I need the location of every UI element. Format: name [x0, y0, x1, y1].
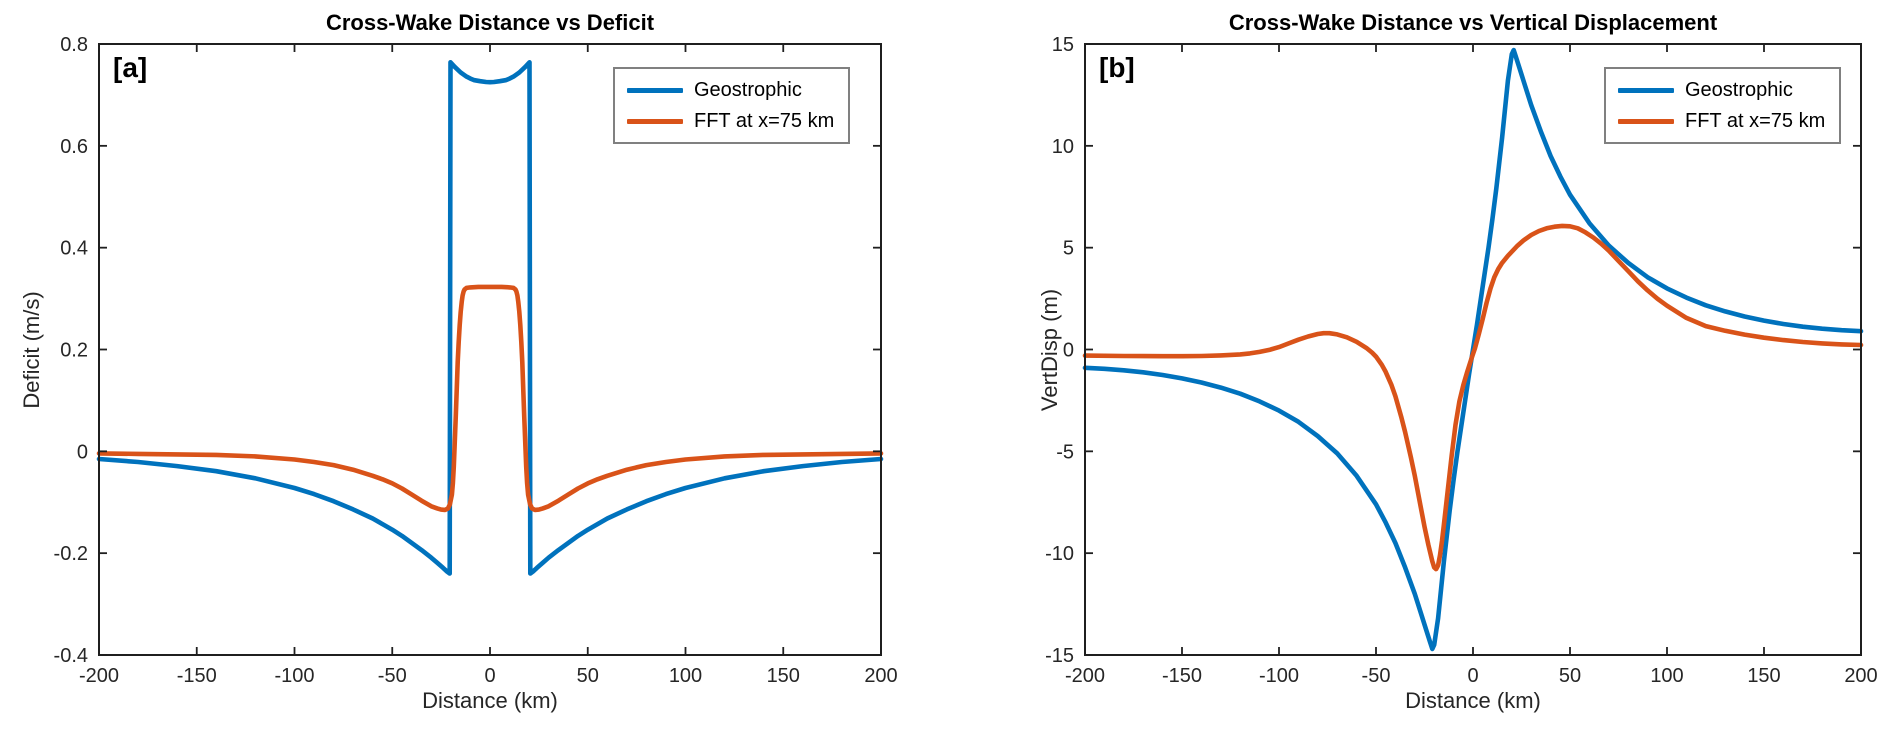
y-tick-label: 15	[1052, 34, 1074, 56]
legend-line-swatch-fft	[1618, 118, 1674, 124]
x-tick-label: 150	[1747, 665, 1780, 687]
y-tick-label: 5	[1063, 238, 1074, 260]
panel-a-corner-label: [a]	[113, 52, 148, 83]
y-tick-label: -10	[1045, 543, 1074, 565]
x-tick-label: 100	[1650, 665, 1683, 687]
y-tick-label: -15	[1045, 645, 1074, 667]
y-tick-label: -5	[1056, 441, 1074, 463]
legend-entry-geostrophic: Geostrophic	[1618, 78, 1825, 102]
x-tick-label: -100	[1259, 665, 1299, 687]
legend-line-swatch-geostrophic	[1618, 87, 1674, 93]
x-tick-label: -150	[177, 665, 217, 687]
x-tick-label: 0	[484, 665, 495, 687]
panel-a-legend: Geostrophic FFT at x=75 km	[613, 67, 851, 144]
y-tick-label: 0	[1063, 340, 1074, 362]
panel-a: -200 -150 -100 -50 0 50 100 150 200 -0.4 -0.2 0 0.2 0…	[19, 10, 898, 713]
y-tick-label: -0.2	[54, 543, 88, 565]
x-tick-label: 200	[1844, 665, 1877, 687]
series-line-fft	[96, 284, 884, 513]
legend-entry-geostrophic: Geostrophic	[627, 78, 834, 102]
panel-b-title: Cross-Wake Distance vs Vertical Displace…	[1228, 10, 1718, 35]
x-tick-label: -200	[79, 665, 119, 687]
panel-a-ylabel: Deficit (m/s)	[19, 290, 44, 409]
x-tick-label: 50	[577, 665, 599, 687]
y-tick-label: 0	[77, 441, 88, 463]
y-tick-label: 0.2	[60, 340, 88, 362]
x-tick-label: 50	[1559, 665, 1581, 687]
panel-b: -200 -150 -100 -50 0 50 100 150 200 -15 -10 -5 0 5 10 1…	[946, 0, 1892, 753]
x-tick-label: 150	[767, 665, 800, 687]
panel-b-ylabel: VertDisp (m)	[1037, 288, 1062, 411]
x-tick-label: -100	[274, 665, 314, 687]
x-tick-label: -150	[1162, 665, 1202, 687]
y-tick-label: 10	[1052, 136, 1074, 158]
legend-line-swatch-geostrophic	[627, 87, 683, 93]
series-line-geostrophic	[96, 59, 884, 576]
x-tick-label: -50	[1362, 665, 1391, 687]
y-tick-label: 0.8	[60, 34, 88, 56]
legend-label-fft: FFT at x=75 km	[694, 110, 835, 132]
x-tick-label: 100	[669, 665, 702, 687]
legend-entry-fft: FFT at x=75 km	[1618, 109, 1825, 133]
y-tick-label: 0.6	[60, 136, 88, 158]
panel-b-legend: Geostrophic FFT at x=75 km	[1604, 67, 1842, 144]
legend-line-swatch-fft	[627, 118, 683, 124]
legend-label-geostrophic: Geostrophic	[1685, 79, 1793, 101]
legend-label-fft: FFT at x=75 km	[1685, 110, 1826, 132]
x-tick-label: 0	[1467, 665, 1478, 687]
x-tick-label: 200	[864, 665, 897, 687]
y-tick-label: 0.4	[60, 238, 88, 260]
panel-a-title: Cross-Wake Distance vs Deficit	[325, 10, 655, 35]
panel-b-xlabel: Distance (km)	[1405, 688, 1541, 713]
panel-b-corner-label: [b]	[1099, 52, 1135, 83]
x-tick-label: -50	[378, 665, 407, 687]
panel-b-chart: -200 -150 -100 -50 0 50 100 150 200-15-10-505101…	[1045, 34, 1878, 687]
panel-a-xlabel: Distance (km)	[422, 688, 558, 713]
legend-label-geostrophic: Geostrophic	[694, 79, 802, 101]
y-tick-label: -0.4	[54, 645, 88, 667]
legend-entry-fft: FFT at x=75 km	[627, 109, 834, 133]
x-tick-label: -200	[1065, 665, 1105, 687]
panel-a-chart: -200 -150 -100 -50 0 50 100 150 200 -0.4 -0.2 0 0.2 0…	[54, 34, 898, 687]
series-line-fft	[1082, 223, 1864, 572]
